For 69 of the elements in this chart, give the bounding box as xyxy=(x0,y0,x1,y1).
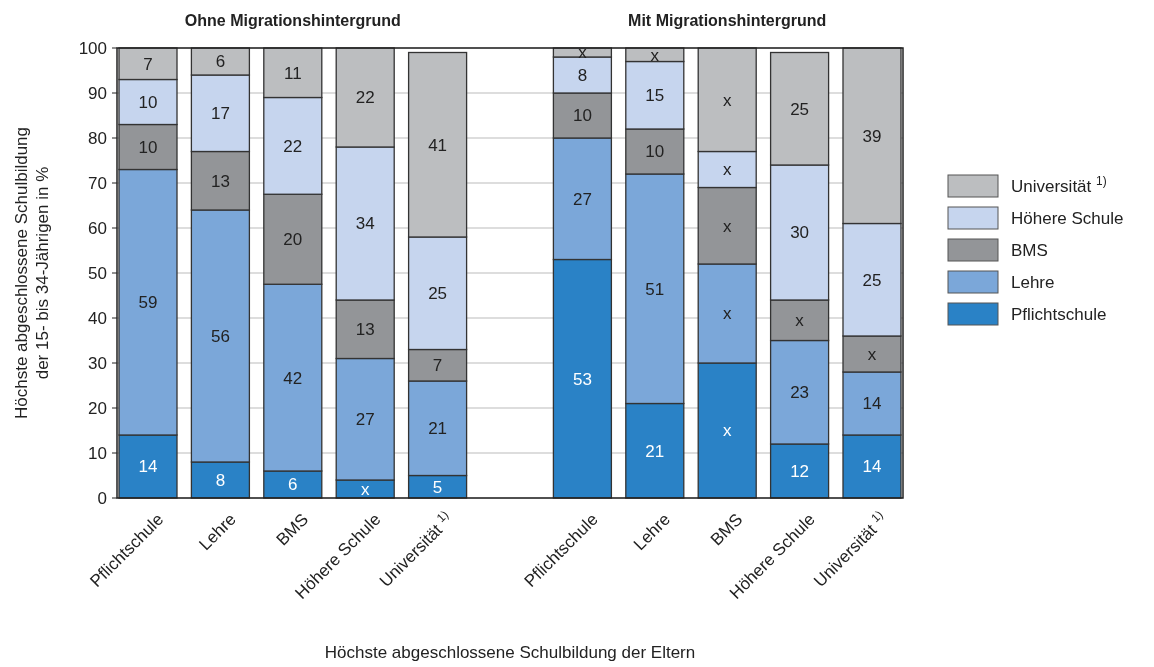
data-label: 51 xyxy=(645,279,665,299)
data-label: 10 xyxy=(645,142,665,162)
data-label: 7 xyxy=(143,54,153,74)
y-tick-label: 50 xyxy=(88,263,107,283)
data-label: x xyxy=(795,311,805,331)
legend-label: Höhere Schule xyxy=(1011,208,1124,228)
data-label: x xyxy=(722,304,732,324)
text: Ohne Migrationshintergrund xyxy=(184,12,401,29)
data-label: 59 xyxy=(138,293,158,313)
data-label: 10 xyxy=(138,137,158,157)
data-label: 15 xyxy=(645,86,665,106)
data-label: x xyxy=(722,421,732,441)
data-label: 8 xyxy=(215,470,226,490)
data-label: x xyxy=(722,160,732,180)
y-tick-label: 60 xyxy=(88,218,107,238)
data-label: x xyxy=(650,45,660,65)
y-tick-label: 40 xyxy=(88,308,107,328)
data-label: 56 xyxy=(210,326,230,346)
data-label: 21 xyxy=(645,441,665,461)
x-axis-title: Höchste abgeschlossene Schulbildung der Eltern xyxy=(324,643,696,662)
data-label: 10 xyxy=(572,106,592,126)
legend-label: Pflichtschule xyxy=(1011,304,1107,324)
data-label: 25 xyxy=(790,99,810,119)
data-label: 14 xyxy=(862,394,882,414)
data-label: 27 xyxy=(572,189,592,209)
data-label: 11 xyxy=(283,63,302,83)
data-label: 8 xyxy=(577,65,588,85)
data-label: 14 xyxy=(138,457,158,477)
data-label: 30 xyxy=(790,223,810,243)
y-tick-label: 100 xyxy=(78,38,107,58)
legend-label: Universität $^{1)}$ xyxy=(1011,173,1107,196)
y-tick-label: 30 xyxy=(88,353,107,373)
legend-label: BMS xyxy=(1011,240,1048,260)
y-tick-label: 10 xyxy=(88,443,107,463)
y-tick-label: 80 xyxy=(88,128,107,148)
y-axis-title: Höchste abgeschlossene Schulbildung der 15- bis 34-Jährigen in % xyxy=(12,126,52,420)
data-label: 10 xyxy=(138,92,158,112)
data-label: x xyxy=(722,216,732,236)
data-label: 22 xyxy=(355,88,375,108)
data-label: 22 xyxy=(283,136,303,156)
data-label: 25 xyxy=(862,270,882,290)
data-label: 13 xyxy=(355,320,375,340)
y-tick-label: 0 xyxy=(97,488,107,508)
data-label: 42 xyxy=(283,368,303,388)
data-label: 6 xyxy=(215,52,226,72)
data-label: 20 xyxy=(283,230,303,250)
data-label: 39 xyxy=(862,126,882,146)
data-label: x xyxy=(722,90,732,110)
data-label: 12 xyxy=(790,461,810,481)
data-label: 53 xyxy=(572,369,592,389)
data-label: 34 xyxy=(355,214,375,234)
data-label: 14 xyxy=(862,457,882,477)
data-label: 27 xyxy=(355,410,375,430)
data-label: 5 xyxy=(432,477,443,497)
text: Mit Migrationshintergrund xyxy=(628,12,827,29)
data-label: 17 xyxy=(210,104,230,124)
y-tick-label: 20 xyxy=(88,398,107,418)
data-label: 7 xyxy=(432,356,443,376)
y-tick-label: 70 xyxy=(88,173,107,193)
text: Lehre xyxy=(1011,272,1055,292)
data-label: 21 xyxy=(428,419,448,439)
data-label: 6 xyxy=(288,475,298,495)
data-label: x xyxy=(867,344,877,364)
data-label: 25 xyxy=(428,284,448,304)
data-label: x xyxy=(360,479,370,499)
data-label: 41 xyxy=(428,135,448,155)
y-tick-label: 90 xyxy=(88,83,107,103)
data-label: 13 xyxy=(210,171,230,191)
data-label: 23 xyxy=(790,383,810,403)
